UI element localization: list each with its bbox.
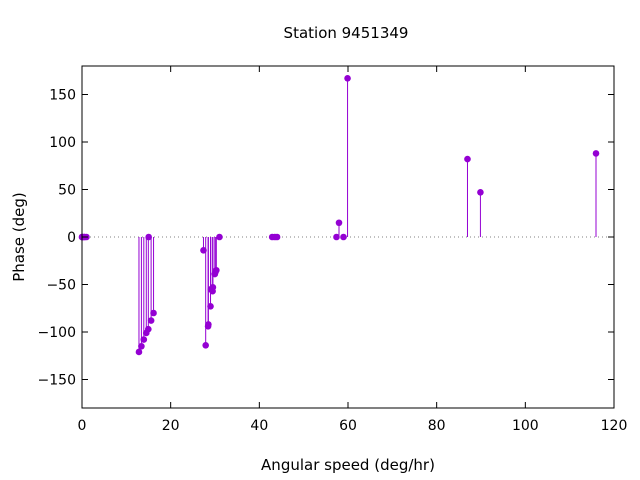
data-point — [340, 233, 347, 241]
data-point — [344, 75, 351, 82]
y-tick-label: −150 — [38, 373, 76, 389]
x-tick-label: 0 — [78, 418, 87, 434]
y-tick-label: −50 — [46, 278, 76, 294]
data-point — [209, 284, 217, 291]
data-point — [135, 348, 143, 356]
data-point — [592, 150, 600, 157]
data-point — [145, 233, 152, 241]
data-point — [213, 266, 220, 274]
y-tick-label: −100 — [38, 325, 76, 341]
data-point — [464, 155, 471, 163]
y-tick-label: 100 — [49, 135, 76, 151]
data-point — [140, 336, 148, 343]
x-tick-label: 40 — [250, 418, 268, 434]
y-tick-label: 50 — [58, 183, 76, 199]
data-point — [216, 233, 223, 241]
x-tick-label: 120 — [601, 418, 628, 434]
data-point — [207, 303, 214, 310]
data-point — [138, 342, 145, 350]
chart-title: Station 9451349 — [284, 24, 409, 42]
y-tick-label: 0 — [67, 230, 76, 246]
data-point — [477, 189, 484, 196]
x-tick-label: 100 — [512, 418, 539, 434]
x-tick-label: 80 — [428, 418, 446, 434]
data-point — [335, 219, 343, 227]
x-tick-label: 20 — [162, 418, 180, 434]
data-point — [200, 247, 207, 254]
x-tick-label: 60 — [339, 418, 357, 434]
y-axis-label: Phase (deg) — [10, 192, 28, 282]
data-point — [202, 342, 209, 349]
data-point — [145, 325, 152, 333]
data-point — [150, 309, 157, 317]
data-point — [205, 321, 212, 328]
data-point — [273, 233, 281, 241]
data-point — [333, 233, 340, 241]
y-tick-label: 150 — [49, 88, 76, 104]
data-point — [147, 317, 155, 324]
x-axis-label: Angular speed (deg/hr) — [261, 456, 435, 474]
